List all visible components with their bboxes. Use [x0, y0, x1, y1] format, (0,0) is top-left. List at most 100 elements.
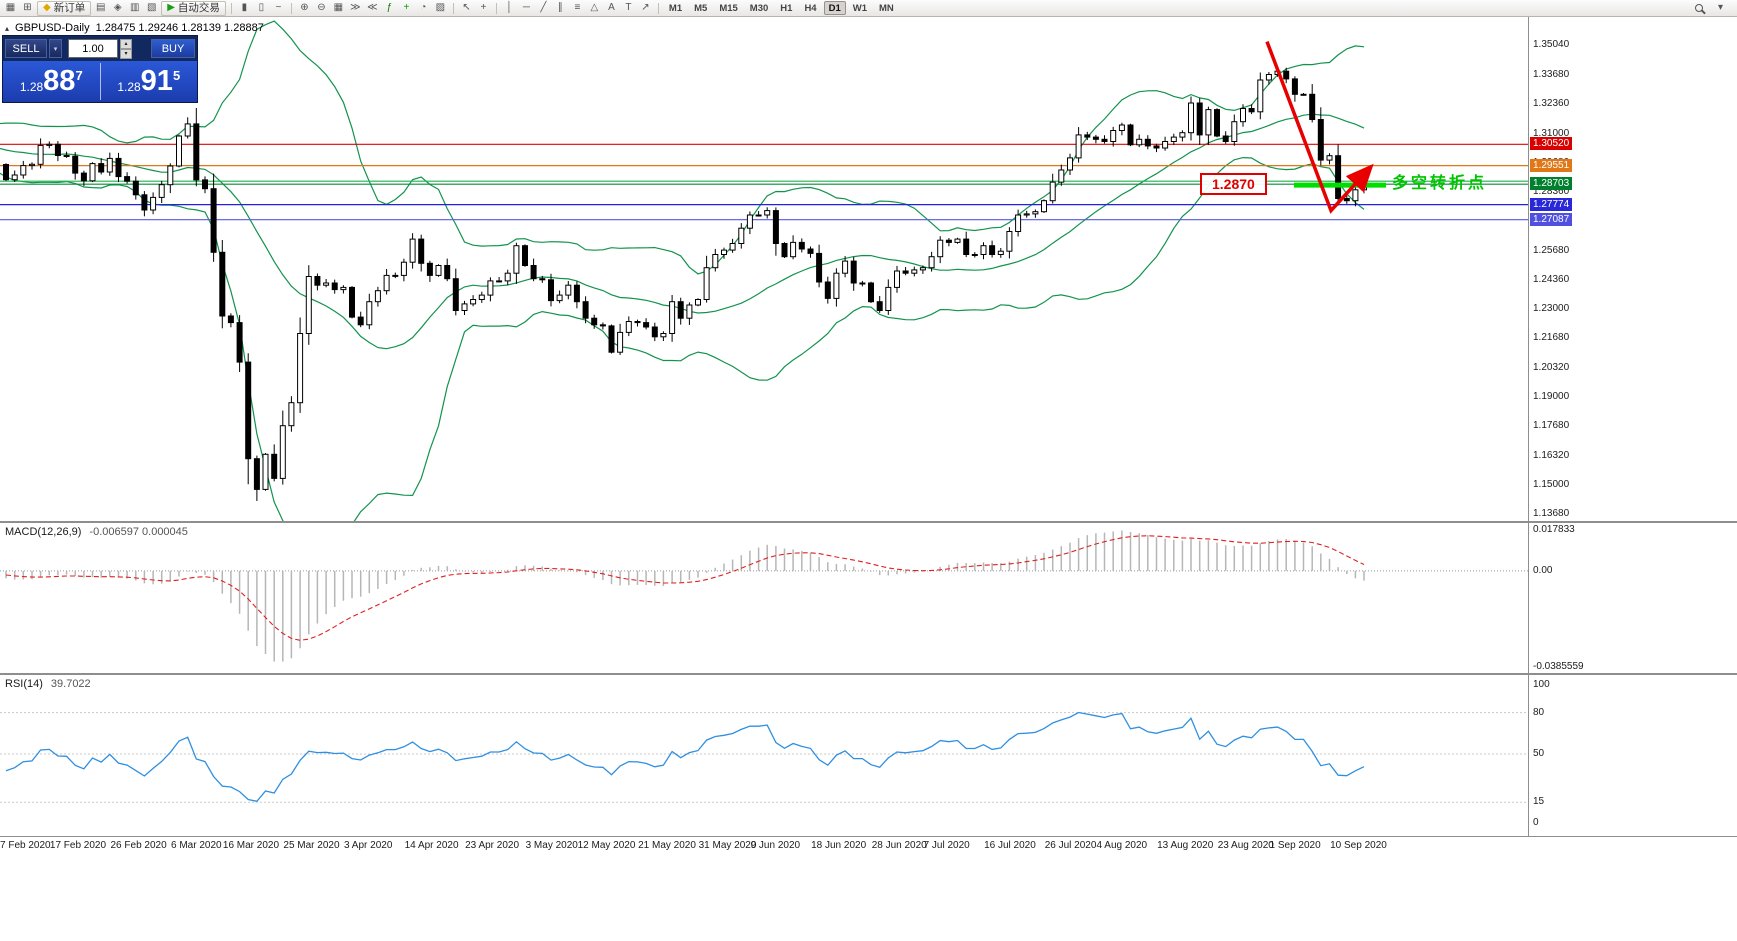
bid-pip-fraction: 7 — [75, 68, 83, 83]
new-chart-icon[interactable]: ▦ — [3, 1, 18, 16]
quick-search-icon[interactable] — [1691, 1, 1706, 16]
terminal-icon-glyph: ▥ — [129, 2, 140, 13]
channel-icon-glyph: ∥ — [557, 2, 563, 13]
zoom-in-icon[interactable]: ⊕ — [297, 1, 312, 16]
volume-stepper[interactable]: ▴ ▾ — [120, 39, 132, 59]
bid-ask-display: 1.28 88 7 1.28 91 5 — [3, 61, 197, 102]
ask-prefix: 1.28 — [117, 79, 141, 94]
panel-splitter[interactable] — [0, 521, 1737, 523]
auto-scroll-icon[interactable]: ≫ — [348, 1, 363, 16]
zoom-out-icon[interactable]: ⊖ — [314, 1, 329, 16]
date-axis-label: 12 May 2020 — [577, 840, 636, 851]
macd-plot[interactable] — [0, 523, 1528, 673]
panel-splitter[interactable] — [0, 673, 1737, 675]
macd-axis-label: 0.017833 — [1533, 524, 1575, 535]
chart-shift-icon-glyph: ≪ — [367, 2, 378, 13]
templates-icon[interactable]: ▨ — [433, 1, 448, 16]
chart-shift-icon[interactable]: ≪ — [365, 1, 380, 16]
line-chart-icon-glyph: ~ — [275, 2, 282, 13]
timeframe-m5-button[interactable]: M5 — [694, 2, 708, 14]
pivot-annotation-label[interactable]: 多空转折点 — [1392, 175, 1488, 193]
crosshair-icon[interactable]: + — [476, 1, 491, 16]
tile-windows-icon[interactable]: ▦ — [331, 1, 346, 16]
price-chart-plot[interactable] — [0, 17, 1528, 521]
rsi-axis-label: 0 — [1533, 817, 1539, 828]
order-controls-row: SELL ▾ ▴ ▾ BUY — [3, 36, 197, 61]
price-callout-label[interactable]: 1.2870 — [1200, 172, 1267, 195]
price-axis-badge: 1.27087 — [1530, 212, 1573, 226]
timeframe-w1-button[interactable]: W1 — [852, 2, 867, 14]
ask-price[interactable]: 1.28 91 5 — [101, 61, 198, 102]
bar-chart-icon-glyph: ▮ — [241, 2, 248, 13]
tile-windows-icon-glyph: ▦ — [333, 2, 344, 13]
date-axis-label: 6 Mar 2020 — [171, 840, 222, 851]
candlestick-chart-icon[interactable]: ▯ — [254, 1, 269, 16]
date-axis-label: 16 Mar 2020 — [222, 840, 280, 851]
bid-prefix: 1.28 — [19, 79, 44, 94]
volume-decrease-icon[interactable]: ▾ — [120, 49, 132, 59]
indicators-icon[interactable]: ƒ — [382, 1, 397, 16]
time-axis[interactable]: 7 Feb 2020 17 Feb 2020 26 Feb 2020 6 Mar 20… — [0, 837, 1737, 857]
auto-scroll-icon-glyph: ≫ — [350, 2, 361, 13]
bid-price[interactable]: 1.28 88 7 — [3, 61, 100, 102]
timeframe-h1-button[interactable]: H1 — [780, 2, 793, 14]
date-axis-label: 21 May 2020 — [638, 840, 696, 851]
price-axis-label: 1.35040 — [1533, 39, 1570, 51]
trendline-icon[interactable]: ╱ — [536, 1, 551, 16]
timeframe-m15-button[interactable]: M15 — [719, 2, 738, 14]
strategy-tester-icon[interactable]: ▧ — [144, 1, 159, 16]
toolbars-menu-icon[interactable]: ▾ — [1717, 2, 1724, 13]
timeframe-mn-button[interactable]: MN — [879, 2, 894, 14]
macd-indicator-panel[interactable]: MACD(12,26,9) -0.006597 0.000045 0.01783… — [0, 523, 1737, 673]
bid-big-figure: 88 — [43, 65, 76, 97]
bar-chart-icon[interactable]: ▮ — [237, 1, 252, 16]
rsi-axis-label: 50 — [1533, 748, 1545, 759]
add-indicator-icon[interactable]: + — [399, 1, 414, 16]
channel-icon[interactable]: ∥ — [553, 1, 568, 16]
buy-button[interactable]: BUY — [151, 39, 195, 58]
trendline-icon-glyph: ╱ — [540, 2, 547, 13]
fibonacci-icon[interactable]: ≡ — [570, 1, 585, 16]
navigator-icon[interactable]: ◈ — [110, 1, 125, 16]
sell-options-dropdown[interactable]: ▾ — [49, 39, 62, 58]
timeframe-h4-button[interactable]: H4 — [804, 2, 817, 14]
market-watch-icon[interactable]: ▤ — [93, 1, 108, 16]
new-order-button[interactable]: ◆ 新订单 — [37, 0, 92, 16]
collapse-icon[interactable]: ▴ — [5, 23, 10, 33]
label-icon[interactable]: T — [621, 1, 636, 16]
sell-button[interactable]: SELL — [5, 39, 47, 58]
macd-signal-line — [5, 535, 1365, 641]
periods-icon[interactable]: ◔ — [416, 1, 431, 16]
rsi-indicator-panel[interactable]: RSI(14) 39.7022 100 80 50 15 0 — [0, 675, 1737, 836]
cursor-icon[interactable]: ↖ — [459, 1, 474, 16]
arrow-tools-icon[interactable]: ↗ — [638, 1, 653, 16]
horizontal-line-icon[interactable]: ─ — [519, 1, 534, 16]
line-chart-icon[interactable]: ~ — [271, 1, 286, 16]
text-icon[interactable]: A — [604, 1, 619, 16]
rsi-plot[interactable] — [0, 675, 1528, 836]
volume-input[interactable] — [68, 39, 118, 58]
bollinger-lower-band — [0, 156, 1365, 521]
price-axis-label: 1.31000 — [1533, 127, 1570, 139]
one-click-trading-widget: SELL ▾ ▴ ▾ BUY 1.28 88 7 1.28 91 5 — [2, 35, 198, 103]
date-axis-label: 18 Jun 2020 — [811, 840, 867, 851]
price-axis-label: 1.17680 — [1533, 420, 1570, 432]
toolbar-separator — [230, 2, 232, 14]
panel-splitter[interactable] — [0, 836, 1737, 837]
zoom-out-icon-glyph: ⊖ — [317, 2, 326, 13]
date-axis-label: 3 May 2020 — [525, 840, 578, 851]
timeframe-d1-button[interactable]: D1 — [823, 1, 846, 15]
timeframe-m1-button[interactable]: M1 — [668, 2, 683, 14]
vertical-line-icon[interactable]: │ — [502, 1, 517, 16]
price-chart-panel[interactable]: ▴ GBPUSD-Daily 1.28475 1.29246 1.28139 1… — [0, 17, 1737, 521]
trend-arrow[interactable] — [1265, 40, 1374, 214]
shapes-icon[interactable]: △ — [587, 1, 602, 16]
rsi-axis-label: 15 — [1533, 796, 1545, 808]
price-axis-badge: 1.30520 — [1530, 137, 1573, 151]
timeframe-m30-button[interactable]: M30 — [749, 2, 769, 14]
terminal-icon[interactable]: ▥ — [127, 1, 142, 16]
auto-trading-button[interactable]: ▶ 自动交易 — [161, 0, 226, 16]
date-axis-label: 23 Apr 2020 — [465, 840, 520, 851]
volume-increase-icon[interactable]: ▴ — [120, 39, 132, 49]
chart-profiles-icon[interactable]: ⊞ — [20, 1, 35, 16]
